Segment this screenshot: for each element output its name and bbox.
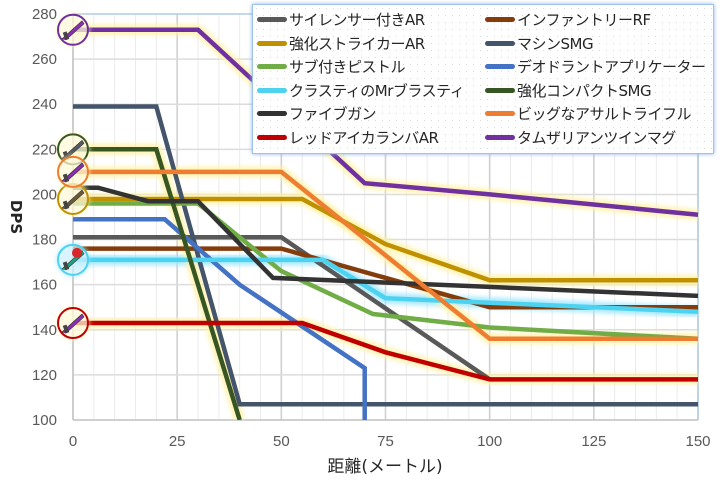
legend-item: マシンSMG [485,32,594,55]
x-tick-label: 25 [169,433,186,450]
legend-label: クラスティのMrブラスティ [289,81,465,100]
legend-label: レッドアイカランバAR [289,128,439,147]
series-line-10 [73,169,698,342]
legend-swatch [485,17,515,22]
legend-swatch [257,134,287,140]
legend-item: デオドラントアプリケーター [485,55,706,78]
legend-swatch [257,87,287,93]
series-lines [73,27,699,420]
y-tick-label: 100 [32,412,57,429]
x-tick-label: 75 [377,433,394,450]
y-tick-label: 220 [32,141,57,158]
legend-item: 強化コンパクトSMG [485,79,652,102]
series-line-1 [73,235,491,382]
legend-swatch [485,134,515,140]
chart-legend: サイレンサー付きAR インファントリーRF 強化ストライカーAR マシンSMG サブ付き… [252,4,714,154]
legend-item: タムザリアンツインマグ [485,126,676,149]
weapon-icon [56,242,90,277]
x-axis-label: 距離(メートル) [327,457,442,477]
legend-label: タムザリアンツインマグ [517,128,676,147]
legend-swatch [257,64,287,69]
legend-swatch [485,64,515,69]
y-tick-label: 280 [32,6,57,23]
legend-swatch [485,111,515,116]
legend-item: クラスティのMrブラスティ [257,79,465,102]
legend-item: ファイブガン [257,102,377,125]
series-line-3 [73,196,698,283]
series-line-6 [73,217,367,420]
y-tick-label: 260 [32,51,57,68]
y-tick-label: 160 [32,277,57,294]
weapon-icons [56,12,90,341]
legend-swatch [485,40,515,46]
y-tick-label: 140 [32,322,57,339]
series-line-12 [73,27,699,217]
legend-item: ビッグなアサルトライフル [485,102,692,125]
series-line-4 [73,104,698,407]
y-axis-label: DPS [7,200,25,234]
legend-swatch [485,87,515,93]
x-tick-label: 100 [477,433,502,450]
legend-swatch [257,17,287,22]
x-tick-labels: 0 25 50 75 100 125 150 [69,433,711,450]
x-tick-label: 150 [685,433,710,450]
series-line-9 [73,185,699,299]
legend-swatch [257,40,287,46]
y-tick-label: 180 [32,232,57,249]
series-line-7 [73,257,699,314]
legend-label: ファイブガン [289,105,377,123]
series-line-11 [73,320,698,382]
y-tick-label: 120 [32,367,57,384]
series-line-5 [73,201,699,342]
legend-label: 強化ストライカーAR [289,34,425,53]
x-tick-label: 0 [69,433,77,450]
legend-item: インファントリーRF [485,8,651,31]
legend-label: インファントリーRF [517,11,651,29]
legend-label: ビッグなアサルトライフル [517,105,692,123]
legend-item: 強化ストライカーAR [257,32,425,55]
y-tick-labels: 100 120 140 160 180 200 220 240 260 280 [32,6,57,429]
legend-item: レッドアイカランバAR [257,126,439,149]
x-tick-label: 50 [273,433,290,450]
legend-label: マシンSMG [517,34,594,53]
legend-label: サイレンサー付きAR [289,11,425,29]
legend-label: 強化コンパクトSMG [517,81,652,100]
weapon-icon [56,154,90,189]
legend-label: サブ付きピストル [289,58,406,76]
y-tick-label: 240 [32,96,57,113]
legend-item: サイレンサー付きAR [257,8,425,31]
legend-label: デオドラントアプリケーター [517,58,706,76]
weapon-icon [56,12,90,47]
weapon-icon [56,306,90,341]
series-line-8 [73,147,242,420]
y-tick-label: 200 [32,186,57,203]
legend-item: サブ付きピストル [257,55,406,78]
weapon-icon [56,181,90,216]
legend-swatch [257,111,287,116]
x-tick-label: 125 [581,433,606,450]
